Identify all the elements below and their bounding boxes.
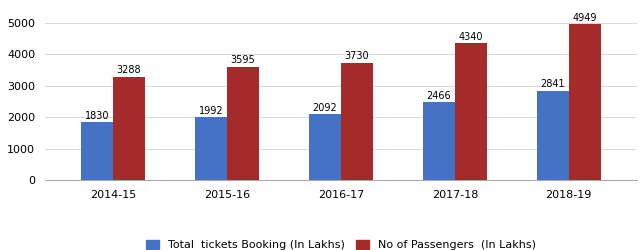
Bar xyxy=(309,114,341,180)
Bar xyxy=(81,122,113,180)
Bar xyxy=(423,102,455,180)
Bar xyxy=(569,24,601,180)
Bar xyxy=(195,117,227,180)
Bar xyxy=(227,67,259,180)
Text: 1992: 1992 xyxy=(199,106,223,116)
Text: 4340: 4340 xyxy=(459,32,483,42)
Bar xyxy=(341,63,373,180)
Bar xyxy=(455,44,487,180)
Text: 2466: 2466 xyxy=(426,91,451,101)
Legend: Total  tickets Booking (In Lakhs), No of Passengers  (In Lakhs): Total tickets Booking (In Lakhs), No of … xyxy=(140,234,542,250)
Text: 2841: 2841 xyxy=(540,79,565,89)
Text: 3595: 3595 xyxy=(231,55,256,65)
Text: 4949: 4949 xyxy=(573,13,597,23)
Text: 3730: 3730 xyxy=(345,51,369,61)
Text: 2092: 2092 xyxy=(312,102,337,113)
Bar xyxy=(537,90,569,180)
Bar xyxy=(113,76,145,180)
Text: 1830: 1830 xyxy=(85,111,109,121)
Text: 3288: 3288 xyxy=(117,65,142,75)
